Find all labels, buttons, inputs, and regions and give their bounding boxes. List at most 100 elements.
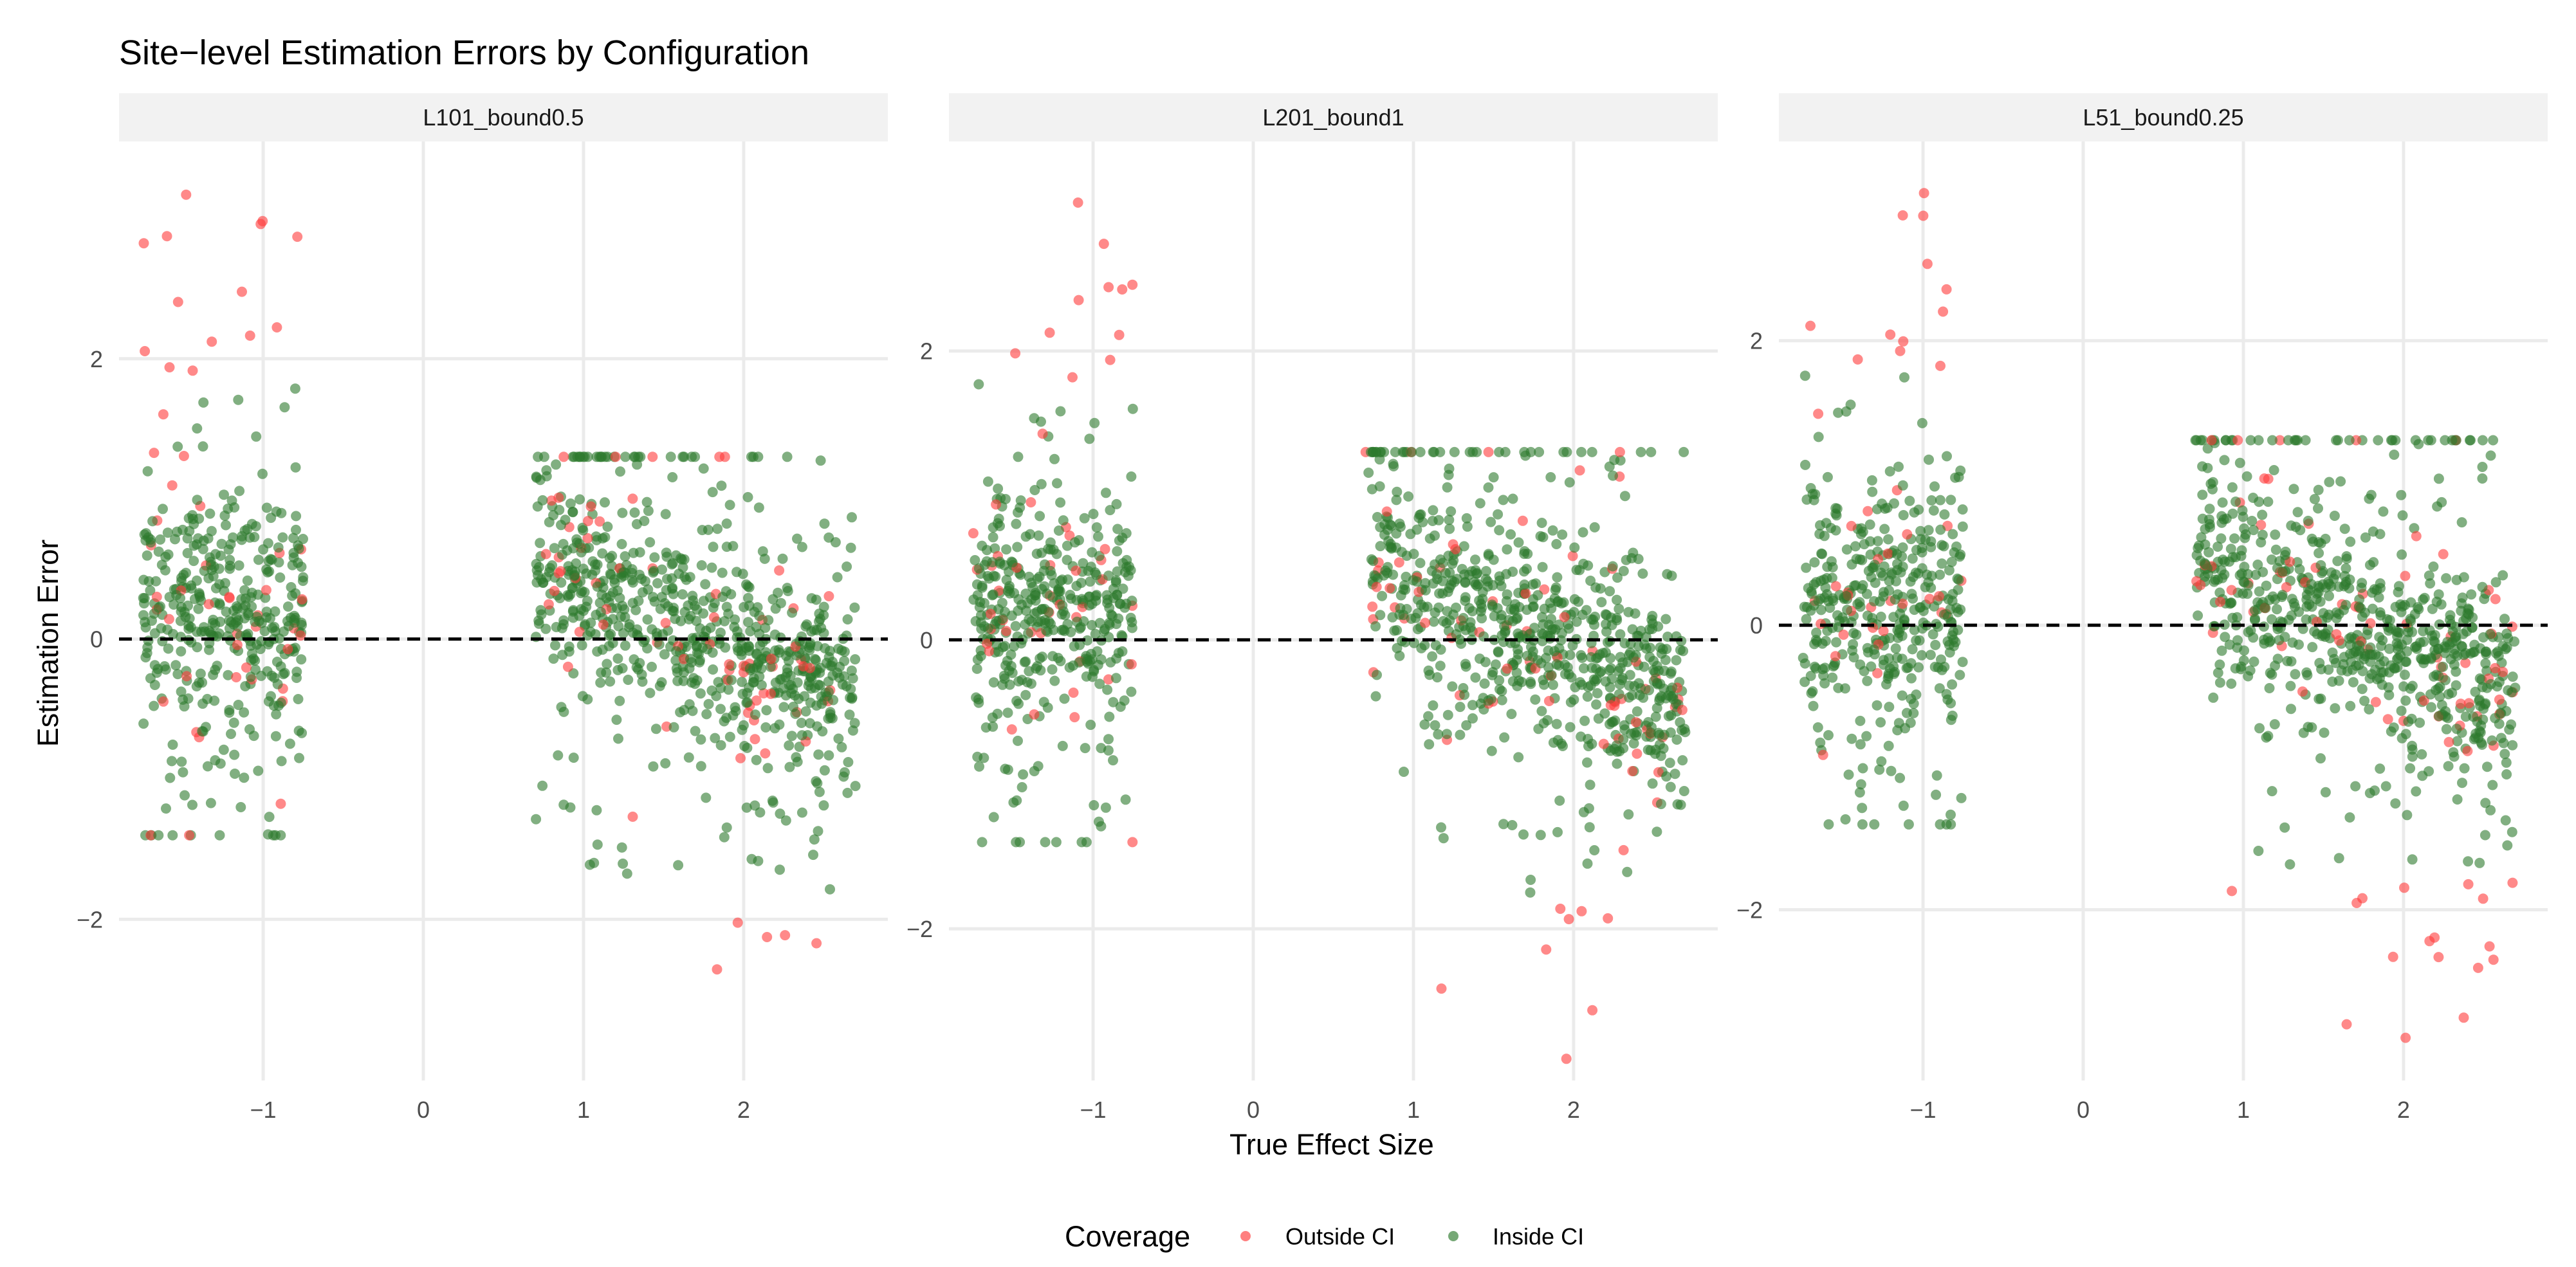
point-inside-ci — [1582, 757, 1592, 768]
point-inside-ci — [2498, 570, 2508, 581]
point-inside-ci — [172, 669, 183, 680]
point-inside-ci — [627, 627, 638, 638]
point-inside-ci — [1618, 734, 1629, 745]
point-inside-ci — [1089, 417, 1100, 428]
point-inside-ci — [1036, 416, 1046, 427]
point-inside-ci — [279, 668, 290, 679]
point-inside-ci — [189, 556, 199, 567]
point-inside-ci — [1436, 822, 1446, 833]
point-inside-ci — [1556, 628, 1567, 639]
point-outside-ci — [1878, 626, 1889, 636]
point-inside-ci — [1062, 574, 1073, 585]
point-inside-ci — [971, 663, 982, 674]
point-inside-ci — [971, 579, 982, 590]
y-tick-label: −2 — [906, 916, 933, 942]
point-inside-ci — [2433, 473, 2444, 484]
point-inside-ci — [620, 640, 630, 651]
point-outside-ci — [1852, 354, 1863, 365]
point-inside-ci — [2425, 689, 2436, 700]
point-inside-ci — [1664, 758, 1675, 769]
point-inside-ci — [1534, 446, 1545, 457]
point-outside-ci — [1627, 766, 1638, 776]
point-inside-ci — [1013, 698, 1024, 709]
point-inside-ci — [2400, 656, 2411, 667]
point-inside-ci — [2398, 681, 2409, 692]
point-inside-ci — [1937, 540, 1947, 551]
point-inside-ci — [1535, 531, 1546, 542]
x-tick-label: 1 — [1407, 1097, 1420, 1123]
point-outside-ci — [2370, 697, 2381, 707]
point-inside-ci — [1002, 586, 1013, 596]
point-inside-ci — [2432, 501, 2443, 512]
point-inside-ci — [1379, 529, 1390, 540]
point-inside-ci — [1505, 529, 1516, 540]
point-inside-ci — [585, 617, 596, 628]
point-inside-ci — [240, 681, 251, 691]
point-inside-ci — [1499, 732, 1510, 743]
point-inside-ci — [2225, 543, 2236, 554]
point-inside-ci — [175, 593, 186, 604]
point-inside-ci — [2309, 626, 2320, 637]
point-inside-ci — [724, 500, 735, 511]
point-inside-ci — [1424, 739, 1435, 750]
point-inside-ci — [1101, 590, 1112, 601]
point-inside-ci — [2307, 642, 2318, 653]
point-inside-ci — [590, 629, 601, 640]
point-outside-ci — [1394, 557, 1404, 568]
point-inside-ci — [2479, 830, 2490, 841]
point-inside-ci — [1470, 672, 1481, 683]
point-inside-ci — [2263, 497, 2274, 507]
point-inside-ci — [1615, 629, 1626, 640]
point-inside-ci — [1024, 666, 1035, 677]
point-inside-ci — [242, 575, 253, 586]
point-inside-ci — [993, 483, 1004, 494]
point-inside-ci — [2214, 587, 2225, 598]
point-inside-ci — [2501, 642, 2512, 653]
point-inside-ci — [175, 615, 186, 626]
point-inside-ci — [2339, 524, 2350, 534]
point-inside-ci — [1650, 744, 1661, 755]
point-inside-ci — [2300, 435, 2311, 446]
point-inside-ci — [567, 612, 578, 623]
point-inside-ci — [2482, 761, 2492, 772]
point-inside-ci — [611, 715, 622, 725]
point-inside-ci — [167, 830, 178, 841]
point-inside-ci — [2264, 683, 2275, 693]
point-inside-ci — [1391, 495, 1402, 506]
point-inside-ci — [261, 564, 272, 575]
point-inside-ci — [2501, 769, 2512, 779]
point-inside-ci — [160, 664, 171, 675]
point-outside-ci — [549, 585, 560, 596]
point-inside-ci — [1907, 553, 1918, 564]
point-inside-ci — [1605, 719, 1615, 729]
point-outside-ci — [1882, 548, 1893, 559]
point-inside-ci — [1911, 635, 1922, 646]
point-inside-ci — [2428, 561, 2439, 572]
point-inside-ci — [1049, 675, 1060, 686]
point-inside-ci — [633, 664, 643, 675]
point-inside-ci — [1428, 700, 1439, 711]
point-inside-ci — [787, 607, 798, 618]
point-inside-ci — [1946, 819, 1956, 830]
point-inside-ci — [2239, 561, 2250, 572]
point-inside-ci — [2350, 781, 2361, 792]
point-inside-ci — [1569, 594, 1580, 605]
point-inside-ci — [1059, 693, 1070, 704]
point-inside-ci — [1366, 484, 1377, 495]
point-inside-ci — [1941, 689, 1952, 700]
y-tick-label: 0 — [920, 627, 933, 653]
point-inside-ci — [2399, 670, 2410, 680]
point-inside-ci — [533, 615, 544, 626]
point-inside-ci — [2386, 435, 2397, 446]
point-inside-ci — [992, 708, 1003, 719]
point-inside-ci — [1015, 502, 1026, 513]
point-inside-ci — [272, 679, 283, 689]
point-inside-ci — [1022, 597, 1033, 608]
point-inside-ci — [2204, 504, 2215, 515]
point-inside-ci — [1442, 482, 1453, 493]
point-inside-ci — [2477, 435, 2488, 446]
point-inside-ci — [1552, 826, 1563, 837]
point-inside-ci — [700, 579, 711, 590]
point-inside-ci — [715, 740, 726, 751]
point-inside-ci — [703, 698, 714, 709]
